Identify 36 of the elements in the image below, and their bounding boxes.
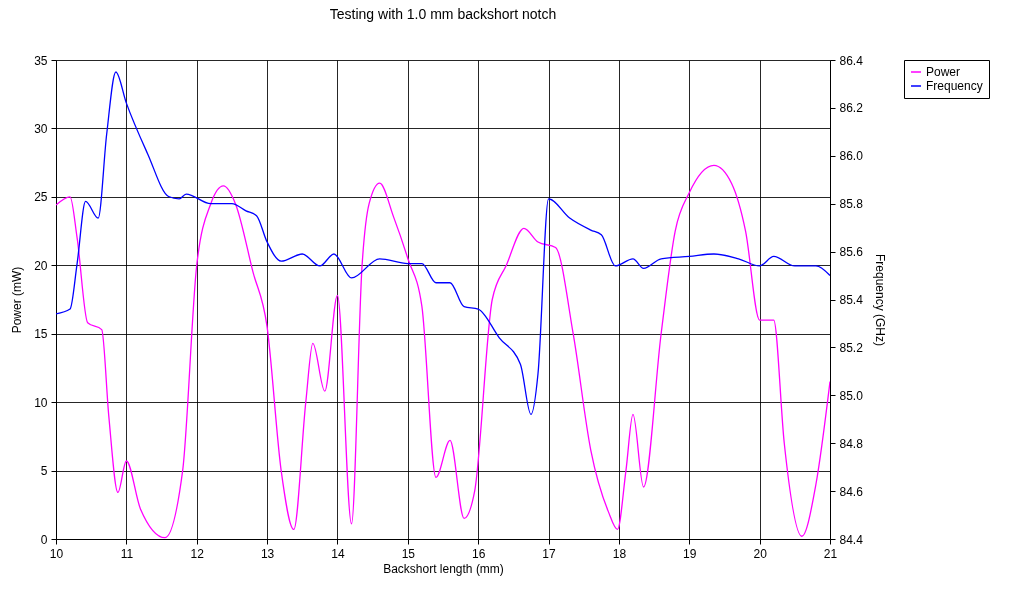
x-axis-title: Backshort length (mm) bbox=[383, 561, 504, 576]
y-tick-label: 10 bbox=[34, 395, 48, 410]
y-axis-title: Power (mW) bbox=[10, 266, 25, 334]
x-tick-label: 11 bbox=[120, 546, 134, 561]
x-tick-label: 18 bbox=[612, 546, 627, 561]
y2-tick-label: 84.4 bbox=[839, 532, 864, 547]
x-tick-label: 15 bbox=[401, 546, 416, 561]
y-tick-label: 20 bbox=[34, 258, 48, 273]
y2-tick-label: 84.8 bbox=[839, 436, 864, 451]
y-tick-label: 5 bbox=[40, 464, 48, 479]
y2-tick-label: 85.4 bbox=[839, 293, 864, 307]
y2-tick-label: 85.8 bbox=[839, 197, 864, 212]
x-tick-label: 14 bbox=[331, 546, 345, 561]
y2-tick-label: 86.4 bbox=[839, 53, 864, 68]
legend-label: Power bbox=[926, 65, 961, 79]
y-tick-label: 35 bbox=[34, 53, 48, 68]
y-tick-label: 15 bbox=[34, 327, 48, 342]
x-tick-label: 21 bbox=[823, 546, 838, 561]
y2-tick-label: 85.2 bbox=[839, 340, 864, 355]
y2-tick-label: 85.0 bbox=[839, 388, 864, 403]
y2-tick-label: 86.0 bbox=[839, 149, 864, 164]
chart-title: Testing with 1.0 mm backshort notch bbox=[329, 6, 557, 22]
x-tick-label: 12 bbox=[190, 546, 205, 561]
y-tick-label: 25 bbox=[34, 190, 48, 205]
x-tick-label: 19 bbox=[683, 546, 697, 561]
y2-tick-label: 86.2 bbox=[839, 101, 864, 116]
y2-tick-label: 84.6 bbox=[839, 484, 864, 499]
y-tick-label: 30 bbox=[34, 121, 48, 136]
y2-axis-title: Frequency (GHz) bbox=[872, 253, 887, 347]
x-tick-label: 13 bbox=[260, 546, 275, 561]
y-tick-label: 0 bbox=[40, 532, 48, 547]
x-tick-label: 20 bbox=[753, 546, 768, 561]
x-tick-label: 16 bbox=[472, 546, 486, 561]
x-tick-label: 17 bbox=[542, 546, 557, 561]
y2-tick-label: 85.6 bbox=[839, 245, 864, 260]
legend-label: Frequency bbox=[926, 79, 983, 93]
